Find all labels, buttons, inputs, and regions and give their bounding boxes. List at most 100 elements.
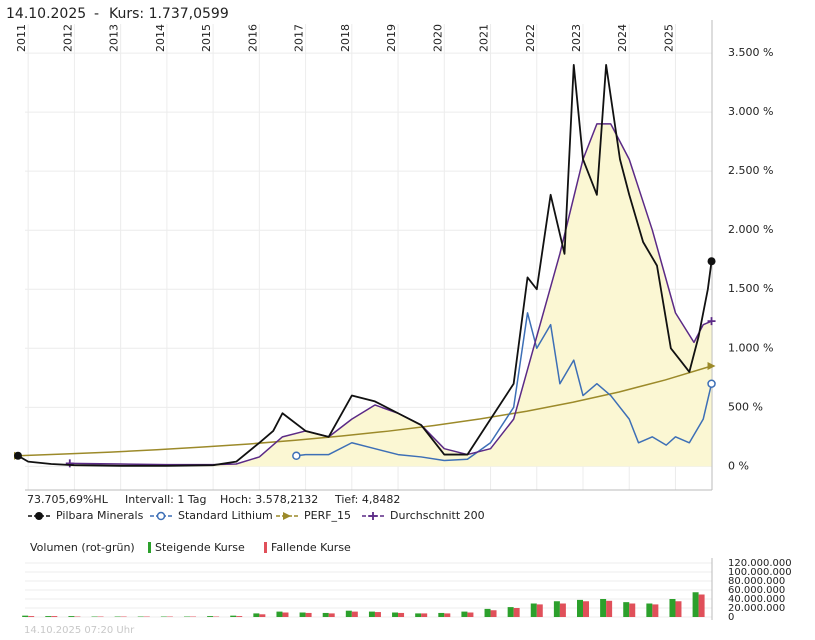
- volume-bar: [490, 610, 497, 617]
- marker-plus: [707, 317, 716, 326]
- header-price: Kurs: 1.737,0599: [109, 6, 229, 22]
- volume-bar: [513, 608, 520, 617]
- y-tick-label: 500 %: [728, 400, 763, 413]
- volume-bar: [28, 616, 35, 617]
- volume-bar: [692, 592, 699, 617]
- stat-text: 73.705,69%HL: [27, 493, 109, 506]
- marker: [292, 451, 301, 461]
- area: [69, 123, 712, 467]
- header-separator: -: [94, 6, 99, 22]
- legend-swatch: [148, 542, 151, 553]
- header-date: 14.10.2025: [6, 6, 86, 22]
- y-tick-label: 80.000.000: [728, 576, 785, 587]
- volume-bar: [207, 616, 214, 617]
- x-tick-label: 2017: [293, 24, 306, 52]
- volume-bar: [351, 611, 358, 617]
- legend-label: Steigende Kurse: [155, 541, 245, 554]
- volume-bar: [368, 611, 375, 617]
- volume-bar: [629, 603, 636, 617]
- stat-text: Intervall: 1 Tag: [125, 493, 207, 506]
- x-tick-label: 2019: [385, 24, 398, 52]
- volume-bar: [305, 612, 312, 617]
- volume-bar: [536, 604, 543, 617]
- volume-bar: [421, 613, 428, 617]
- volume-bar: [646, 603, 653, 617]
- volume-bar: [345, 610, 352, 617]
- legend-label: Fallende Kurse: [271, 541, 351, 554]
- volume-bar: [51, 616, 58, 617]
- marker: [707, 317, 716, 326]
- x-tick-label: 2014: [154, 24, 167, 52]
- stat-text: Tief: 4,8482: [334, 493, 400, 506]
- legend-label: Durchschnitt 200: [390, 509, 485, 522]
- volume-bar: [507, 607, 514, 617]
- marker-ring: [156, 511, 166, 521]
- volume-bar: [236, 616, 243, 617]
- x-tick-label: 2022: [524, 24, 537, 52]
- x-tick-label: 2012: [61, 24, 74, 52]
- volume-bar: [438, 612, 445, 617]
- x-tick-label: 2011: [15, 24, 28, 52]
- volume-bar: [328, 613, 335, 617]
- footer-timestamp: 14.10.2025 07:20 Uhr: [24, 625, 135, 636]
- volume-bar: [484, 608, 491, 617]
- y-tick-label: 3.000 %: [728, 105, 773, 118]
- volume-bar: [299, 612, 306, 617]
- x-tick-label: 2023: [570, 24, 583, 52]
- volume-bar: [530, 603, 537, 617]
- x-tick-label: 2016: [246, 24, 259, 52]
- y-tick-label: 1.000 %: [728, 341, 773, 354]
- volume-bar: [253, 613, 260, 617]
- marker-arrow: [283, 512, 291, 520]
- marker-ring: [292, 451, 301, 461]
- volume-bar: [675, 601, 682, 617]
- volume-bar: [652, 604, 659, 617]
- volume-bar: [444, 613, 451, 617]
- marker-plus: [65, 459, 74, 468]
- volume-bar: [698, 594, 705, 617]
- marker-dot: [14, 451, 22, 460]
- marker: [156, 511, 166, 521]
- legend-label: Standard Lithium: [178, 509, 273, 522]
- series-line: [69, 123, 712, 466]
- volume-bar: [276, 611, 283, 617]
- y-tick-label: 120.000.000: [728, 558, 792, 569]
- volume-bar: [392, 612, 399, 617]
- volume-bar: [553, 601, 560, 617]
- x-tick-label: 2013: [108, 24, 121, 52]
- y-tick-label: 0: [728, 612, 734, 623]
- volume-bar: [322, 612, 329, 617]
- x-tick-label: 2020: [431, 24, 444, 52]
- marker-ring: [707, 379, 716, 388]
- volume-bar: [374, 612, 381, 617]
- x-tick-label: 2025: [662, 24, 675, 52]
- y-tick-label: 40.000.000: [728, 594, 785, 605]
- marker: [65, 459, 74, 468]
- marker: [283, 512, 291, 520]
- marker-dot: [707, 257, 716, 266]
- volume-bar: [259, 614, 266, 617]
- volume-bar: [600, 599, 607, 617]
- volume-bar: [669, 599, 676, 617]
- marker: [369, 512, 377, 520]
- volume-bar: [606, 600, 613, 617]
- y-tick-label: 60.000.000: [728, 585, 785, 596]
- volume-bar: [282, 612, 289, 617]
- y-tick-label: 2.000 %: [728, 223, 773, 236]
- y-tick-label: 100.000.000: [728, 567, 792, 578]
- volume-bar: [577, 599, 584, 617]
- marker-arrow: [707, 362, 716, 371]
- y-tick-label: 2.500 %: [728, 164, 773, 177]
- series-line: [17, 365, 712, 457]
- series-line: [17, 63, 713, 467]
- y-tick-label: 20.000.000: [728, 603, 785, 614]
- volume-bar: [68, 616, 75, 617]
- x-tick-label: 2024: [616, 24, 629, 52]
- volume-bar: [559, 603, 566, 617]
- marker: [14, 451, 22, 460]
- marker-plus: [369, 512, 377, 520]
- legend-label: Pilbara Minerals: [56, 509, 144, 522]
- marker: [707, 379, 716, 388]
- legend-label: PERF_15: [304, 509, 351, 522]
